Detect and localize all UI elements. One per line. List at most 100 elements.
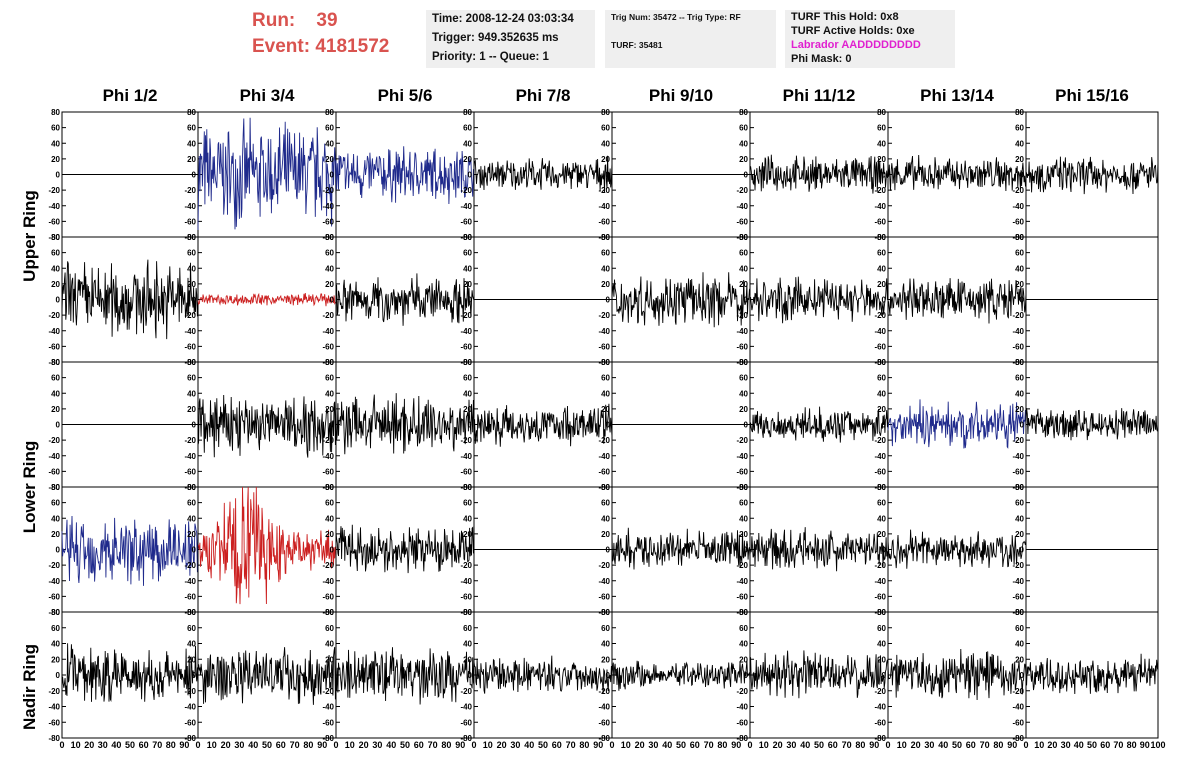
x-tick-label: 80 [993, 740, 1003, 750]
x-tick-label: 70 [842, 740, 852, 750]
y-tick-label: -40 [598, 452, 610, 461]
x-tick-label: 10 [759, 740, 769, 750]
y-tick-label: 40 [187, 139, 196, 148]
y-tick-label: 80 [463, 358, 472, 367]
run-value: 39 [316, 10, 338, 31]
column-header-phi-5-6: Phi 5/6 [377, 86, 433, 105]
x-tick-label: 70 [290, 740, 300, 750]
y-tick-label: 60 [51, 499, 60, 508]
x-tick-label: 80 [303, 740, 313, 750]
x-tick-label: 50 [400, 740, 410, 750]
y-tick-label: 20 [187, 530, 196, 539]
y-tick-label: -40 [48, 577, 60, 586]
y-tick-label: 20 [739, 155, 748, 164]
y-tick-label: -20 [322, 186, 334, 195]
y-tick-label: -80 [460, 734, 472, 743]
y-tick-label: 60 [463, 249, 472, 258]
waveform-trace [61, 643, 199, 703]
y-tick-label: -20 [48, 687, 60, 696]
y-tick-label: 60 [463, 499, 472, 508]
x-tick-label: 0 [609, 740, 614, 750]
y-tick-label: 20 [1015, 155, 1024, 164]
y-tick-label: -20 [736, 687, 748, 696]
y-tick-label: -40 [48, 703, 60, 712]
turf-info-box: TURF This Hold: 0x8 TURF Active Holds: 0… [785, 10, 955, 68]
y-tick-label: 40 [739, 389, 748, 398]
y-tick-label: 0 [882, 546, 887, 555]
x-tick-label: 90 [593, 740, 603, 750]
column-header-phi-15-16: Phi 15/16 [1055, 86, 1129, 105]
y-tick-label: -60 [1012, 592, 1024, 601]
y-tick-label: 0 [882, 421, 887, 430]
trig-num-text: Trig Num: 35472 -- Trig Type: RF [611, 12, 741, 22]
waveform-trace [197, 292, 337, 307]
y-tick-label: 60 [739, 124, 748, 133]
x-tick-label: 0 [195, 740, 200, 750]
column-header-phi-3-4: Phi 3/4 [239, 86, 295, 105]
event-label: Event: [252, 36, 311, 57]
y-tick-label: 20 [601, 655, 610, 664]
y-tick-label: 60 [1015, 499, 1024, 508]
x-tick-label: 30 [510, 740, 520, 750]
y-tick-label: 20 [463, 155, 472, 164]
y-tick-label: 40 [187, 640, 196, 649]
y-tick-label: 0 [606, 546, 611, 555]
y-tick-label: 0 [1020, 546, 1025, 555]
y-tick-label: 0 [56, 546, 61, 555]
y-tick-label: -60 [1012, 718, 1024, 727]
x-tick-label: 20 [635, 740, 645, 750]
y-tick-label: -60 [322, 217, 334, 226]
y-tick-label: 60 [877, 249, 886, 258]
y-tick-label: -20 [1012, 436, 1024, 445]
y-tick-label: 0 [744, 421, 749, 430]
y-tick-label: 0 [330, 671, 335, 680]
y-tick-label: 80 [1015, 108, 1024, 117]
time-info-box: Time: 2008-12-24 03:03:34 Trigger: 949.3… [426, 10, 595, 68]
y-tick-label: 60 [739, 499, 748, 508]
panel-frame [887, 361, 1027, 488]
waveform-trace [197, 486, 337, 605]
y-tick-label: 40 [187, 514, 196, 523]
y-tick-label: 20 [1015, 280, 1024, 289]
x-tick-label: 10 [1034, 740, 1044, 750]
y-tick-label: 0 [744, 171, 749, 180]
x-tick-label: 90 [179, 740, 189, 750]
y-tick-label: 0 [606, 171, 611, 180]
y-tick-label: 80 [325, 358, 334, 367]
y-tick-label: -40 [48, 327, 60, 336]
y-tick-label: 40 [51, 640, 60, 649]
waveform-trace [61, 259, 199, 340]
y-tick-label: 80 [325, 108, 334, 117]
y-tick-label: -20 [184, 436, 196, 445]
x-tick-label: 60 [276, 740, 286, 750]
x-tick-label: 80 [1127, 740, 1137, 750]
y-tick-label: 20 [51, 405, 60, 414]
y-tick-label: -60 [184, 342, 196, 351]
x-tick-label: 60 [966, 740, 976, 750]
x-tick-label: 20 [773, 740, 783, 750]
x-tick-label: 90 [455, 740, 465, 750]
y-tick-label: 60 [51, 249, 60, 258]
y-tick-label: 80 [187, 608, 196, 617]
x-tick-label: 60 [139, 740, 149, 750]
y-tick-label: 0 [192, 421, 197, 430]
y-tick-label: 80 [187, 233, 196, 242]
y-tick-label: 0 [468, 671, 473, 680]
y-tick-label: -40 [598, 327, 610, 336]
waveform-trace [887, 154, 1027, 192]
x-tick-label: 40 [662, 740, 672, 750]
y-tick-label: 20 [601, 530, 610, 539]
y-tick-label: 80 [51, 108, 60, 117]
x-tick-label: 20 [359, 740, 369, 750]
y-tick-label: 60 [739, 374, 748, 383]
y-tick-label: -60 [736, 217, 748, 226]
y-tick-label: -40 [598, 703, 610, 712]
x-tick-label: 10 [345, 740, 355, 750]
y-tick-label: 20 [325, 155, 334, 164]
waveform-trace [1025, 408, 1159, 441]
y-tick-label: 80 [739, 608, 748, 617]
y-tick-label: 80 [601, 358, 610, 367]
y-tick-label: -60 [874, 592, 886, 601]
y-tick-label: -20 [736, 186, 748, 195]
